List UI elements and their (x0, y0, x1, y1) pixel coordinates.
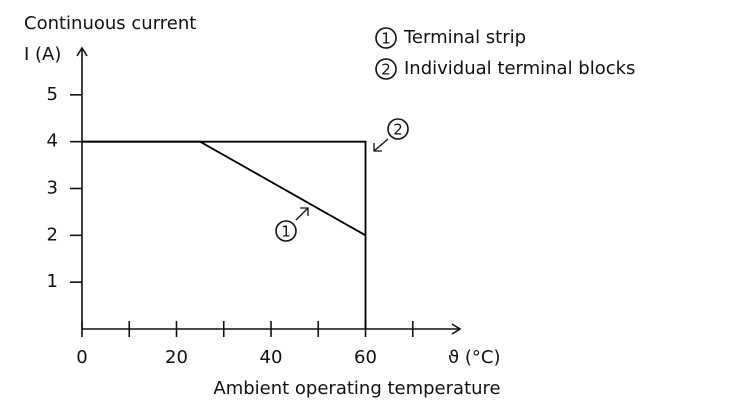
annotation-circle (275, 220, 297, 242)
annotation-marker: 2 (393, 121, 403, 139)
legend-label: Terminal strip (403, 27, 526, 48)
legend-marker-circle (375, 27, 397, 49)
legend-marker: 2 (381, 61, 391, 79)
chart-title: Continuous current (24, 13, 196, 34)
series-line (82, 140, 367, 329)
x-tick-label: 40 (260, 347, 283, 368)
x-tick-label: 20 (165, 347, 188, 368)
y-tick-label: 5 (47, 84, 58, 105)
y-axis-label: I (A) (24, 44, 61, 65)
annotation-marker: 1 (281, 223, 291, 241)
x-tick-label: 60 (354, 347, 377, 368)
y-tick-label: 1 (47, 271, 58, 292)
x-tick-label: 0 (76, 347, 87, 368)
annotation-circle (387, 118, 409, 140)
annotation-arrow (373, 138, 389, 152)
legend-marker: 1 (381, 30, 391, 48)
y-tick-label: 4 (47, 131, 58, 152)
y-axis-arrow (76, 46, 88, 57)
series-line (82, 140, 366, 237)
x-axis-label: Ambient operating temperature (213, 378, 500, 399)
y-tick-label: 2 (47, 224, 58, 245)
legend-marker-circle (375, 58, 397, 80)
legend-label: Individual terminal blocks (404, 58, 635, 79)
annotation-arrow (295, 207, 309, 221)
x-axis-arrow (451, 323, 462, 335)
y-tick-label: 3 (47, 178, 58, 199)
x-axis-unit: ϑ (°C) (448, 347, 500, 368)
